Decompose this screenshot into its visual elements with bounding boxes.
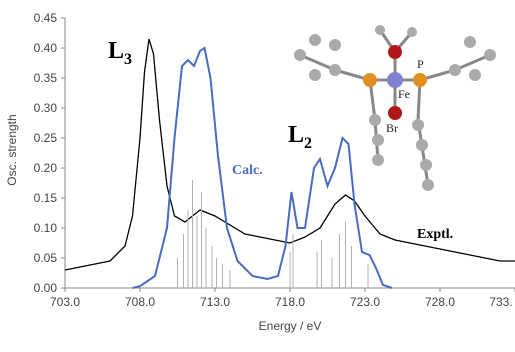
chart: Fe P Br Energy / eV Osc. strength 0.00 0.… [0,0,515,347]
x-tick-label: 713.0 [200,295,230,309]
y-tick-label: 0.25 [34,131,58,145]
annotation-text: L [288,122,304,148]
y-tick-label: 0.35 [34,71,58,85]
y-tick-label: 0.05 [34,251,58,265]
annotation: L3 [108,38,132,68]
x-tick-label: 708.0 [125,295,155,309]
molecule-label: P [417,57,424,71]
annotation-sub: 3 [124,51,132,68]
series-label: Calc. [232,163,263,178]
y-tick-label: 0.45 [34,11,58,25]
x-tick-label: 733. [489,295,512,309]
molecule-label: Br [386,121,398,135]
x-axis-title: Energy / eV [259,319,322,333]
y-tick-label: 0.30 [34,101,58,115]
y-tick-label: 0.40 [34,41,58,55]
annotation-text: L [108,38,124,64]
molecule [294,25,496,191]
y-tick-label: 0.10 [34,221,58,235]
series-label: Exptl. [417,227,453,242]
annotation: L2 [288,122,312,152]
annotation-sub: 2 [304,135,312,152]
x-tick-label: 723.0 [350,295,380,309]
x-tick-label: 728.0 [425,295,455,309]
x-tick-label: 718.0 [275,295,305,309]
molecule-label: Fe [398,87,410,101]
x-tick-label: 703.0 [50,295,80,309]
y-axis-title: Osc. strength [5,114,19,185]
y-tick-label: 0.00 [34,281,58,295]
y-tick-label: 0.20 [34,161,58,175]
y-tick-label: 0.15 [34,191,58,205]
